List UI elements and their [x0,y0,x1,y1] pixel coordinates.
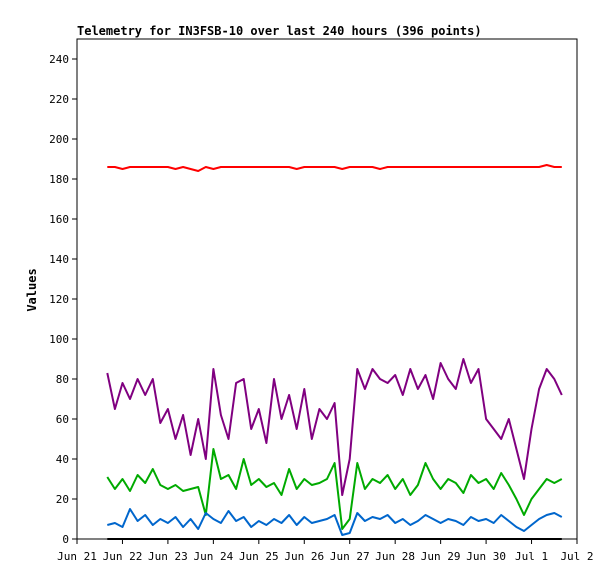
series-line-4 [107,508,563,536]
x-tick-label: Jun 30 [466,550,506,563]
y-tick-label: 240 [49,53,69,66]
x-tick-label: Jul 1 [515,550,548,563]
y-tick-label: 160 [49,213,69,226]
y-tick-label: 200 [49,133,69,146]
y-tick-label: 60 [56,413,69,426]
x-tick-label: Jun 27 [330,550,370,563]
y-tick-label: 140 [49,253,69,266]
y-tick-label: 40 [56,453,69,466]
series-line-2 [106,358,563,496]
y-tick-label: 20 [56,493,69,506]
y-axis-label: Values [25,268,39,311]
x-tick-label: Jun 28 [375,550,415,563]
x-tick-label: Jun 26 [284,550,324,563]
x-tick-label: Jun 25 [239,550,279,563]
plot-area [76,38,578,540]
x-tick-label: Jun 22 [103,550,143,563]
x-tick-label: Jun 21 [57,550,97,563]
y-tick-label: 180 [49,173,69,186]
series-line-3 [106,448,563,530]
y-tick-label: 100 [49,333,69,346]
y-tick-label: 0 [62,533,69,546]
x-tick-label: Jun 23 [148,550,188,563]
series-line-1 [107,164,562,172]
x-tick-label: Jun 29 [421,550,461,563]
y-tick-label: 120 [49,293,69,306]
y-tick-label: 220 [49,93,69,106]
x-tick-label: Jun 24 [193,550,233,563]
axis-layer: 0 20 40 60 80 100 120 140 160 180 200 220 240 Jun 21 J… [49,53,593,563]
y-tick-label: 80 [56,373,69,386]
chart-title: Telemetry for IN3FSB-10 over last 240 ho… [77,24,482,38]
x-tick-label: Jul 2 [560,550,593,563]
series-layer [106,164,563,540]
